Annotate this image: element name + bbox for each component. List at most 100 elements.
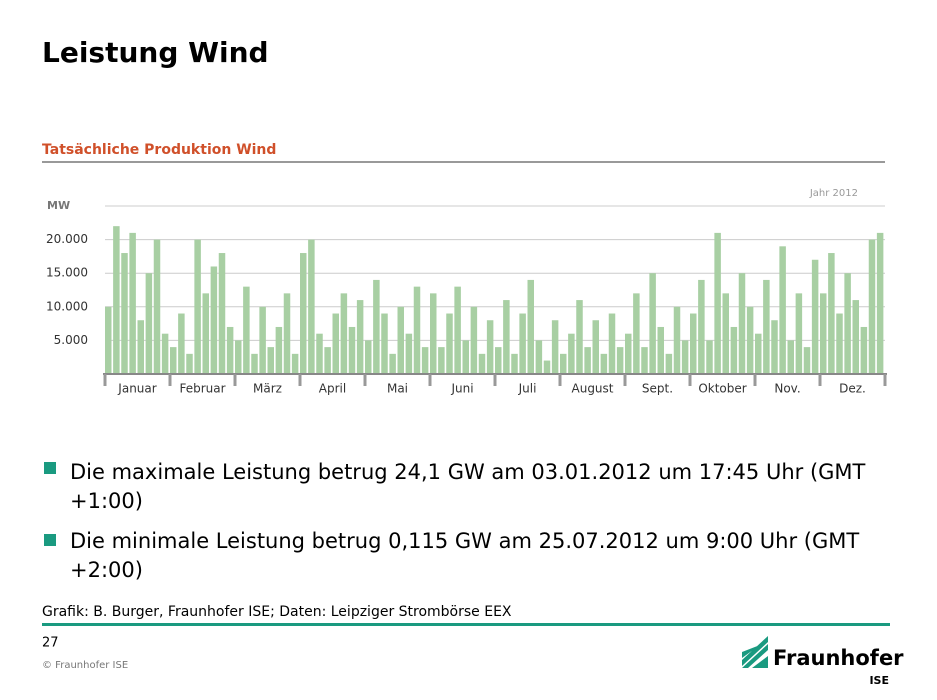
- bar: [243, 286, 250, 374]
- bar: [178, 313, 185, 374]
- x-tick-label: Februar: [179, 382, 225, 396]
- bar: [137, 320, 144, 374]
- bar: [161, 333, 169, 374]
- bar: [649, 273, 656, 374]
- logo-mark: [742, 636, 768, 668]
- bar: [421, 347, 429, 374]
- bar: [779, 246, 786, 374]
- footer-rule: [42, 623, 890, 626]
- bar: [438, 347, 445, 374]
- chart-subtitle: Jahr 2012: [809, 188, 858, 199]
- bar: [616, 347, 624, 374]
- y-tick-label: 10.000: [46, 299, 88, 313]
- bar: [105, 306, 112, 374]
- bar: [763, 279, 770, 374]
- bar: [730, 326, 738, 374]
- bar: [430, 293, 437, 374]
- bar: [706, 340, 713, 374]
- x-tick: [558, 374, 562, 386]
- bar: [771, 320, 778, 374]
- bar: [397, 306, 404, 374]
- logo: Fraunhofer ISE: [742, 636, 904, 687]
- bar: [291, 353, 299, 374]
- bar: [356, 300, 364, 374]
- bar: [389, 353, 396, 374]
- x-tick: [363, 374, 367, 386]
- bar: [543, 360, 551, 374]
- bar: [129, 232, 136, 374]
- bar: [836, 313, 843, 374]
- bar: [340, 293, 348, 374]
- x-tick-label: Nov.: [774, 382, 800, 396]
- y-tick-label: 5.000: [54, 333, 88, 347]
- bar: [714, 232, 721, 374]
- bar: [470, 306, 478, 374]
- bar: [259, 306, 266, 374]
- bar: [584, 347, 591, 374]
- bar: [698, 279, 705, 374]
- bar: [755, 333, 762, 374]
- bar: [527, 279, 534, 374]
- bar: [316, 333, 323, 374]
- page-number: 27: [42, 636, 59, 651]
- x-tick: [233, 374, 237, 386]
- bar: [324, 347, 331, 374]
- bar: [332, 313, 339, 374]
- x-tick-label: August: [572, 382, 614, 396]
- bar: [235, 340, 242, 374]
- bar: [462, 340, 469, 374]
- x-tick-label: März: [253, 382, 282, 396]
- bar: [153, 239, 161, 374]
- bar: [811, 259, 819, 374]
- bar: [194, 239, 201, 374]
- x-tick: [298, 374, 302, 386]
- x-tick: [753, 374, 757, 386]
- bar: [218, 253, 226, 374]
- x-tick-label: Mai: [387, 382, 408, 396]
- bar: [852, 300, 859, 374]
- bar: [511, 353, 518, 374]
- bar: [860, 326, 868, 374]
- x-tick-label: April: [319, 382, 346, 396]
- bullet-marker: [44, 534, 56, 546]
- bar: [348, 326, 356, 374]
- bar: [170, 347, 177, 374]
- bar: [519, 313, 526, 374]
- bar: [478, 353, 486, 374]
- bar: [820, 293, 827, 374]
- bar: [657, 326, 664, 374]
- bar: [665, 353, 673, 374]
- bar: [560, 353, 567, 374]
- bar: [503, 300, 510, 374]
- bar: [308, 239, 315, 374]
- bar: [113, 226, 120, 374]
- x-tick-label: Juli: [518, 382, 537, 396]
- bar: [283, 293, 291, 374]
- bullet-marker: [44, 462, 56, 474]
- bar: [568, 333, 575, 374]
- bar: [876, 232, 884, 374]
- bar: [592, 320, 599, 374]
- logo-name: Fraunhofer: [773, 646, 904, 670]
- bar: [787, 340, 794, 374]
- x-tick: [623, 374, 627, 386]
- bar: [446, 313, 453, 374]
- bar: [608, 313, 616, 374]
- bar: [121, 253, 128, 374]
- bar: [202, 293, 209, 374]
- bar: [405, 333, 413, 374]
- bullet: Die minimale Leistung betrug 0,115 GW am…: [70, 529, 859, 582]
- x-tick-label: Sept.: [642, 382, 673, 396]
- x-tick: [818, 374, 822, 386]
- bar: [145, 273, 153, 374]
- x-tick-label: Juni: [450, 382, 473, 396]
- x-tick: [168, 374, 172, 386]
- x-tick: [493, 374, 497, 386]
- bar: [486, 320, 494, 374]
- y-axis-label: MW: [47, 199, 70, 212]
- source: Grafik: B. Burger, Fraunhofer ISE; Daten…: [42, 604, 512, 620]
- logo-sub: ISE: [869, 674, 889, 687]
- plot: 5.000 10.000 15.000 20.000 Januar Februar März…: [46, 226, 887, 396]
- y-tick-label: 20.000: [46, 232, 88, 246]
